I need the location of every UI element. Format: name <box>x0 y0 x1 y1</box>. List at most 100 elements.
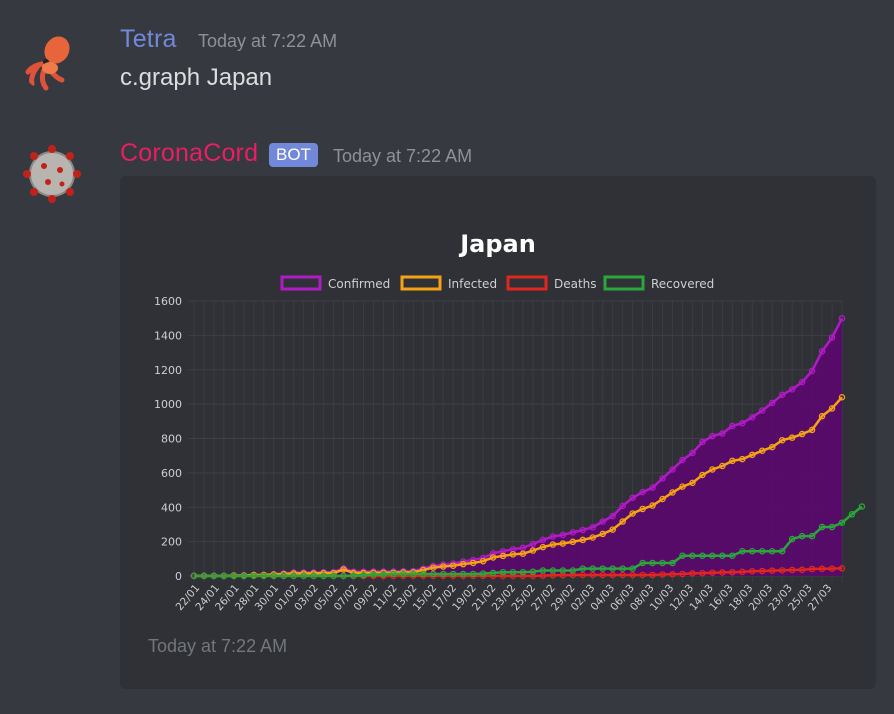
author-name[interactable]: Tetra <box>120 25 177 53</box>
data-point-confirmed <box>639 488 646 496</box>
data-point-confirmed <box>569 529 577 536</box>
data-point-infected <box>689 479 696 487</box>
data-point-infected <box>659 495 666 503</box>
data-point-recovered <box>230 572 238 580</box>
data-point-confirmed <box>609 512 616 520</box>
data-point-infected <box>719 462 726 470</box>
data-point-confirmed <box>828 334 836 341</box>
data-point-confirmed <box>589 523 597 531</box>
data-point-recovered <box>788 535 796 543</box>
data-point-infected <box>599 530 606 538</box>
data-point-recovered <box>519 568 527 576</box>
data-point-recovered <box>529 568 537 575</box>
data-point-recovered <box>439 570 447 578</box>
data-point-confirmed <box>559 531 567 539</box>
y-tick-label: 200 <box>161 536 182 549</box>
data-point-deaths <box>788 566 796 574</box>
data-point-recovered <box>739 547 746 555</box>
legend-swatch <box>400 275 442 291</box>
data-point-infected <box>828 405 836 412</box>
data-point-confirmed <box>818 348 826 355</box>
data-point-confirmed <box>629 494 636 502</box>
data-point-infected <box>709 466 716 473</box>
message-timestamp: Today at 7:22 AM <box>333 146 473 166</box>
data-point-recovered <box>469 570 477 578</box>
chart-image[interactable]: Japan Confirmed Infected Deaths Recovered 0 20… <box>120 176 876 626</box>
data-point-infected <box>669 489 676 496</box>
data-point-confirmed <box>579 526 587 534</box>
data-point-deaths <box>529 572 537 580</box>
data-point-confirmed <box>808 367 816 375</box>
data-point-infected <box>549 541 557 548</box>
y-tick-label: 1000 <box>154 398 182 411</box>
y-tick-label: 800 <box>161 433 182 446</box>
data-point-deaths <box>679 570 686 578</box>
data-point-infected <box>539 543 547 551</box>
data-point-recovered <box>649 559 656 567</box>
data-point-deaths <box>838 565 846 572</box>
author-name[interactable]: CoronaCord <box>120 139 259 167</box>
data-point-confirmed <box>679 456 686 464</box>
data-point-deaths <box>759 567 766 575</box>
data-point-recovered <box>479 570 487 577</box>
data-point-confirmed <box>599 518 606 525</box>
avatar[interactable] <box>20 28 84 92</box>
data-point-deaths <box>739 568 746 576</box>
legend-label: Deaths <box>554 277 597 291</box>
legend-label: Recovered <box>651 277 714 291</box>
data-point-infected <box>430 564 437 571</box>
data-point-infected <box>529 547 537 554</box>
data-point-deaths <box>579 571 587 579</box>
data-point-recovered <box>459 570 467 578</box>
data-point-confirmed <box>759 407 766 414</box>
data-point-recovered <box>509 568 517 576</box>
data-point-recovered <box>390 570 397 578</box>
data-point-recovered <box>749 547 756 555</box>
data-point-recovered <box>569 567 577 574</box>
data-point-recovered <box>210 572 218 580</box>
data-point-recovered <box>220 572 228 580</box>
data-point-recovered <box>609 565 616 572</box>
data-point-confirmed <box>649 484 656 491</box>
legend-swatch <box>280 275 322 291</box>
message-text: c.graph Japan <box>120 64 273 91</box>
data-point-confirmed <box>489 550 497 557</box>
data-point-infected <box>449 562 457 569</box>
data-point-recovered <box>619 565 626 572</box>
data-point-infected <box>499 552 507 560</box>
data-point-recovered <box>320 572 327 580</box>
y-tick-label: 600 <box>161 467 182 480</box>
data-point-deaths <box>639 571 646 579</box>
data-point-deaths <box>729 568 736 576</box>
data-point-deaths <box>808 565 816 573</box>
data-point-infected <box>489 554 497 561</box>
line-chart: Japan Confirmed Infected Deaths Recovered 0 20… <box>154 230 866 613</box>
data-point-infected <box>619 518 626 525</box>
data-point-recovered <box>589 565 597 572</box>
data-point-recovered <box>838 519 846 526</box>
message-timestamp: Today at 7:22 AM <box>198 31 338 51</box>
embed-footer-timestamp: Today at 7:22 AM <box>148 636 288 656</box>
data-point-deaths <box>609 571 616 579</box>
legend-label: Confirmed <box>328 277 390 291</box>
data-point-deaths <box>649 571 656 579</box>
data-point-confirmed <box>549 533 557 540</box>
data-point-recovered <box>629 565 636 572</box>
data-point-confirmed <box>838 315 846 322</box>
data-point-deaths <box>689 570 696 577</box>
data-point-recovered <box>808 532 816 540</box>
data-point-confirmed <box>619 502 626 510</box>
data-point-confirmed <box>689 449 696 457</box>
data-point-infected <box>479 557 487 565</box>
data-point-recovered <box>828 523 836 531</box>
embed-card: Japan Confirmed Infected Deaths Recovered 0 20… <box>120 176 876 689</box>
avatar[interactable] <box>20 142 84 206</box>
data-point-deaths <box>818 565 826 573</box>
data-point-deaths <box>629 571 636 579</box>
data-point-infected <box>559 540 567 547</box>
data-point-recovered <box>330 572 337 580</box>
data-point-recovered <box>659 559 666 567</box>
data-point-recovered <box>729 552 736 559</box>
data-point-infected <box>788 434 796 441</box>
data-point-recovered <box>420 570 427 578</box>
